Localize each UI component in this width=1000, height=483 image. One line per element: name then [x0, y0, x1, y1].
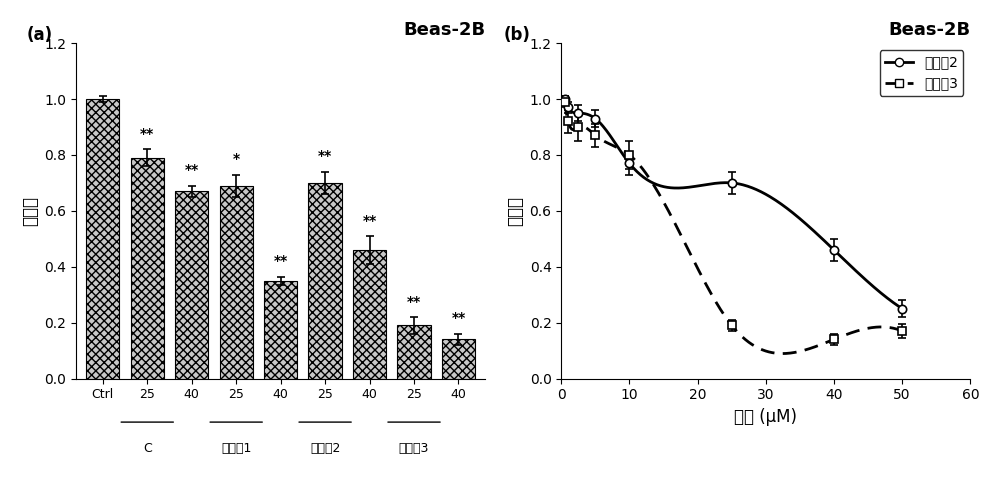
- Text: Beas-2B: Beas-2B: [888, 21, 970, 39]
- Text: **: **: [140, 127, 154, 141]
- Bar: [442, 340, 475, 379]
- Bar: [353, 250, 386, 379]
- Y-axis label: 存活率: 存活率: [21, 196, 39, 226]
- Text: **: **: [274, 254, 288, 268]
- Text: **: **: [185, 163, 199, 177]
- Text: *: *: [233, 152, 240, 166]
- Y-axis label: 存活率: 存活率: [506, 196, 524, 226]
- Text: (b): (b): [504, 27, 531, 44]
- Text: Beas-2B: Beas-2B: [403, 21, 485, 39]
- Bar: [175, 191, 208, 379]
- Bar: [220, 185, 253, 379]
- Bar: [397, 326, 431, 379]
- Bar: [264, 281, 297, 379]
- Text: **: **: [451, 312, 466, 326]
- Text: (a): (a): [27, 27, 53, 44]
- Text: 化合物3: 化合物3: [399, 442, 429, 455]
- Text: 化合物1: 化合物1: [221, 442, 251, 455]
- X-axis label: 浓度 (μM): 浓度 (μM): [734, 408, 797, 426]
- Legend: 化合物2, 化合物3: 化合物2, 化合物3: [880, 50, 963, 96]
- Bar: [308, 183, 342, 379]
- Bar: [86, 99, 119, 379]
- Text: **: **: [362, 213, 377, 227]
- Text: **: **: [318, 149, 332, 163]
- Bar: [131, 158, 164, 379]
- Text: 化合物2: 化合物2: [310, 442, 340, 455]
- Text: **: **: [407, 295, 421, 309]
- Text: C: C: [143, 442, 152, 455]
